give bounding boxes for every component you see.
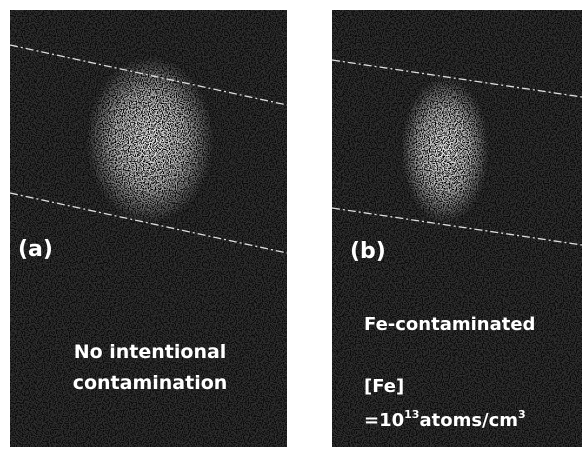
caption: Fe-contaminated xyxy=(364,314,535,335)
boundary-line xyxy=(331,207,582,246)
panel-label: (a) xyxy=(18,237,53,262)
caption: contamination xyxy=(73,372,228,394)
speckle xyxy=(10,10,287,447)
panel-label: (b) xyxy=(350,239,386,264)
speckle xyxy=(332,10,582,447)
exponent: 13 xyxy=(404,408,419,421)
caption: No intentional xyxy=(74,341,227,363)
boundary-line xyxy=(9,192,288,254)
panel-a: (a) No intentional contamination xyxy=(9,10,288,447)
concentration: =1013atoms/cm3 xyxy=(364,408,526,431)
boundary-line xyxy=(9,44,288,106)
boundary-line xyxy=(331,59,582,98)
unit-exponent: 3 xyxy=(518,408,526,421)
panel-b: (b) Fe-contaminated [Fe] =1013atoms/cm3 xyxy=(331,10,582,447)
prefix: =10 xyxy=(364,410,404,431)
unit: atoms/cm xyxy=(419,410,518,431)
element: [Fe] xyxy=(364,376,404,397)
